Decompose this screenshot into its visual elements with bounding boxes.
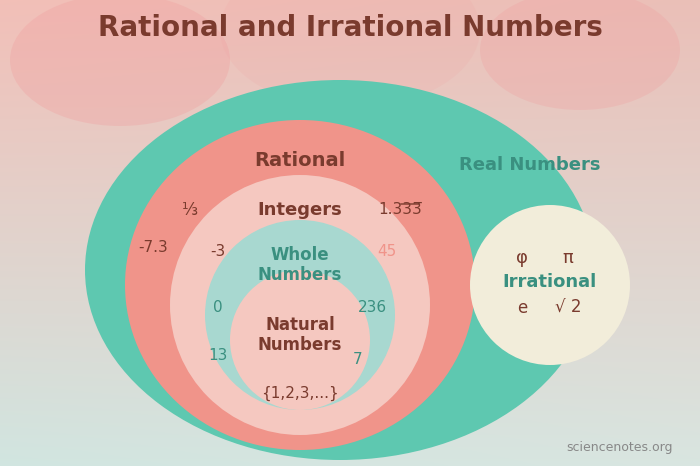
Text: Integers: Integers <box>258 201 342 219</box>
Text: e: e <box>517 299 527 317</box>
Ellipse shape <box>205 220 395 410</box>
Text: 45: 45 <box>377 245 397 260</box>
Text: √ 2: √ 2 <box>554 299 581 317</box>
Text: Real Numbers: Real Numbers <box>459 156 601 174</box>
Ellipse shape <box>85 80 595 460</box>
Text: ⅓: ⅓ <box>182 201 198 219</box>
Text: -3: -3 <box>211 245 225 260</box>
Text: {1,2,3,...}: {1,2,3,...} <box>261 385 339 401</box>
Text: Rational and Irrational Numbers: Rational and Irrational Numbers <box>97 14 603 42</box>
Ellipse shape <box>470 205 630 365</box>
Text: Rational: Rational <box>254 151 346 170</box>
Text: sciencenotes.org: sciencenotes.org <box>567 441 673 454</box>
Ellipse shape <box>230 270 370 410</box>
Text: 1.333̅: 1.333̅ <box>378 203 422 218</box>
Text: -7.3: -7.3 <box>138 240 168 255</box>
Text: Irrational: Irrational <box>503 273 597 291</box>
Text: 0: 0 <box>214 301 223 315</box>
Text: π: π <box>563 249 573 267</box>
Text: φ: φ <box>516 249 528 267</box>
Ellipse shape <box>10 0 230 126</box>
Text: Whole
Numbers: Whole Numbers <box>258 246 342 284</box>
Text: 236: 236 <box>358 301 386 315</box>
Text: Natural
Numbers: Natural Numbers <box>258 315 342 355</box>
Ellipse shape <box>170 175 430 435</box>
Ellipse shape <box>220 0 480 108</box>
Text: 7: 7 <box>354 352 363 368</box>
Ellipse shape <box>125 120 475 450</box>
Text: 13: 13 <box>209 348 228 363</box>
Ellipse shape <box>480 0 680 110</box>
